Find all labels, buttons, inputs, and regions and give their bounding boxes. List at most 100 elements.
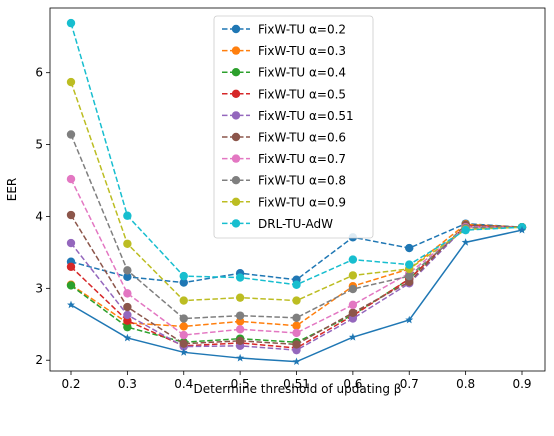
data-point — [123, 266, 132, 275]
legend-label: FixW-TU α=0.4 — [258, 66, 346, 80]
legend-entry: FixW-TU α=0.9 — [222, 195, 346, 209]
legend-entry: FixW-TU α=0.51 — [222, 109, 354, 123]
data-point — [235, 336, 245, 346]
legend-marker — [231, 68, 241, 77]
legend-marker — [231, 89, 241, 99]
data-point — [179, 348, 188, 356]
legend-label: FixW-TU α=0.2 — [258, 23, 346, 37]
series-9 — [66, 18, 527, 289]
series-10 — [67, 225, 526, 366]
data-point — [292, 280, 301, 289]
x-axis-label: Determine threshold of updating β — [194, 382, 402, 396]
data-point — [66, 238, 76, 248]
series-line — [70, 223, 523, 328]
data-point — [66, 262, 76, 271]
x-tick-label: 0.2 — [61, 377, 80, 391]
data-point — [405, 260, 414, 269]
legend-label: FixW-TU α=0.6 — [258, 131, 346, 145]
y-tick-label: 5 — [35, 138, 43, 152]
legend: FixW-TU α=0.2 FixW-TU α=0.3 FixW-TU α=0.4 F… — [213, 15, 374, 239]
legend-label: FixW-TU α=0.9 — [258, 195, 346, 209]
data-point — [123, 289, 132, 298]
legend-box — [213, 15, 374, 239]
data-point — [66, 77, 76, 87]
data-point — [348, 314, 358, 323]
data-point — [292, 296, 301, 305]
y-axis-ticks: 2 3 4 5 6 — [35, 66, 50, 367]
y-tick-label: 2 — [35, 353, 43, 367]
legend-entry: FixW-TU α=0.5 — [222, 87, 346, 101]
data-point — [123, 302, 132, 312]
data-point — [123, 272, 132, 282]
y-tick-label: 3 — [35, 281, 43, 295]
data-point — [405, 277, 414, 287]
legend-label: DRL-TU-AdW — [258, 217, 333, 231]
data-point — [123, 239, 132, 248]
x-tick-label: 0.8 — [456, 377, 475, 391]
legend-marker — [231, 176, 241, 185]
data-point — [348, 333, 357, 341]
legend-entry: FixW-TU α=0.8 — [222, 174, 346, 188]
data-point — [123, 211, 132, 220]
data-point — [179, 271, 188, 281]
data-point — [235, 311, 245, 320]
data-point — [405, 243, 414, 253]
y-tick-label: 6 — [35, 66, 43, 80]
data-point — [123, 310, 132, 320]
series-line — [70, 134, 523, 320]
x-tick-label: 0.9 — [512, 377, 531, 391]
legend-label: FixW-TU α=0.51 — [258, 109, 354, 123]
data-point — [292, 357, 301, 366]
data-point — [348, 271, 358, 280]
legend-entry: FixW-TU α=0.4 — [222, 66, 346, 80]
legend-label: FixW-TU α=0.3 — [258, 44, 346, 58]
data-point — [348, 300, 358, 310]
data-point — [518, 225, 526, 234]
data-point — [179, 296, 188, 305]
data-point — [66, 130, 76, 139]
legend-entry: FixW-TU α=0.3 — [222, 44, 346, 58]
x-tick-label: 0.5 — [231, 377, 250, 391]
legend-marker — [231, 154, 241, 163]
data-point — [179, 278, 188, 287]
data-point — [179, 314, 188, 323]
data-point — [405, 271, 414, 281]
data-point — [123, 316, 132, 325]
legend-marker — [231, 46, 241, 55]
data-point — [235, 317, 245, 326]
data-point — [348, 255, 358, 264]
y-axis-label: EER — [5, 178, 19, 202]
legend-entry: FixW-TU α=0.6 — [222, 131, 346, 145]
legend-label: FixW-TU α=0.8 — [258, 174, 346, 188]
x-tick-label: 0.7 — [400, 377, 419, 391]
data-point — [292, 313, 301, 323]
data-point — [66, 174, 76, 184]
data-point — [66, 18, 76, 28]
data-point — [235, 293, 245, 302]
axes-frame — [49, 7, 546, 372]
data-point — [123, 322, 132, 332]
data-point — [179, 330, 188, 340]
data-point — [292, 328, 301, 338]
data-point — [179, 322, 188, 331]
legend-entry: FixW-TU α=0.2 — [222, 23, 346, 37]
y-tick-label: 4 — [35, 209, 43, 223]
legend-label: FixW-TU α=0.7 — [258, 152, 346, 166]
data-point — [292, 340, 301, 349]
legend-marker — [231, 132, 241, 142]
data-point — [236, 353, 245, 362]
data-point — [348, 308, 358, 317]
legend-marker — [231, 219, 241, 228]
data-point — [405, 315, 414, 324]
x-axis-ticks: 0.2 0.3 0.4 0.5 0.51 0.6 0.7 0.8 0.9 — [61, 371, 532, 391]
data-point — [235, 273, 245, 282]
data-point — [66, 281, 76, 290]
data-point — [461, 238, 470, 246]
legend-entry: DRL-TU-AdW — [222, 217, 333, 231]
data-point — [235, 325, 245, 334]
data-point — [292, 345, 301, 355]
x-tick-label: 0.4 — [174, 377, 193, 391]
plot-lines — [66, 18, 527, 366]
data-point — [66, 210, 76, 220]
